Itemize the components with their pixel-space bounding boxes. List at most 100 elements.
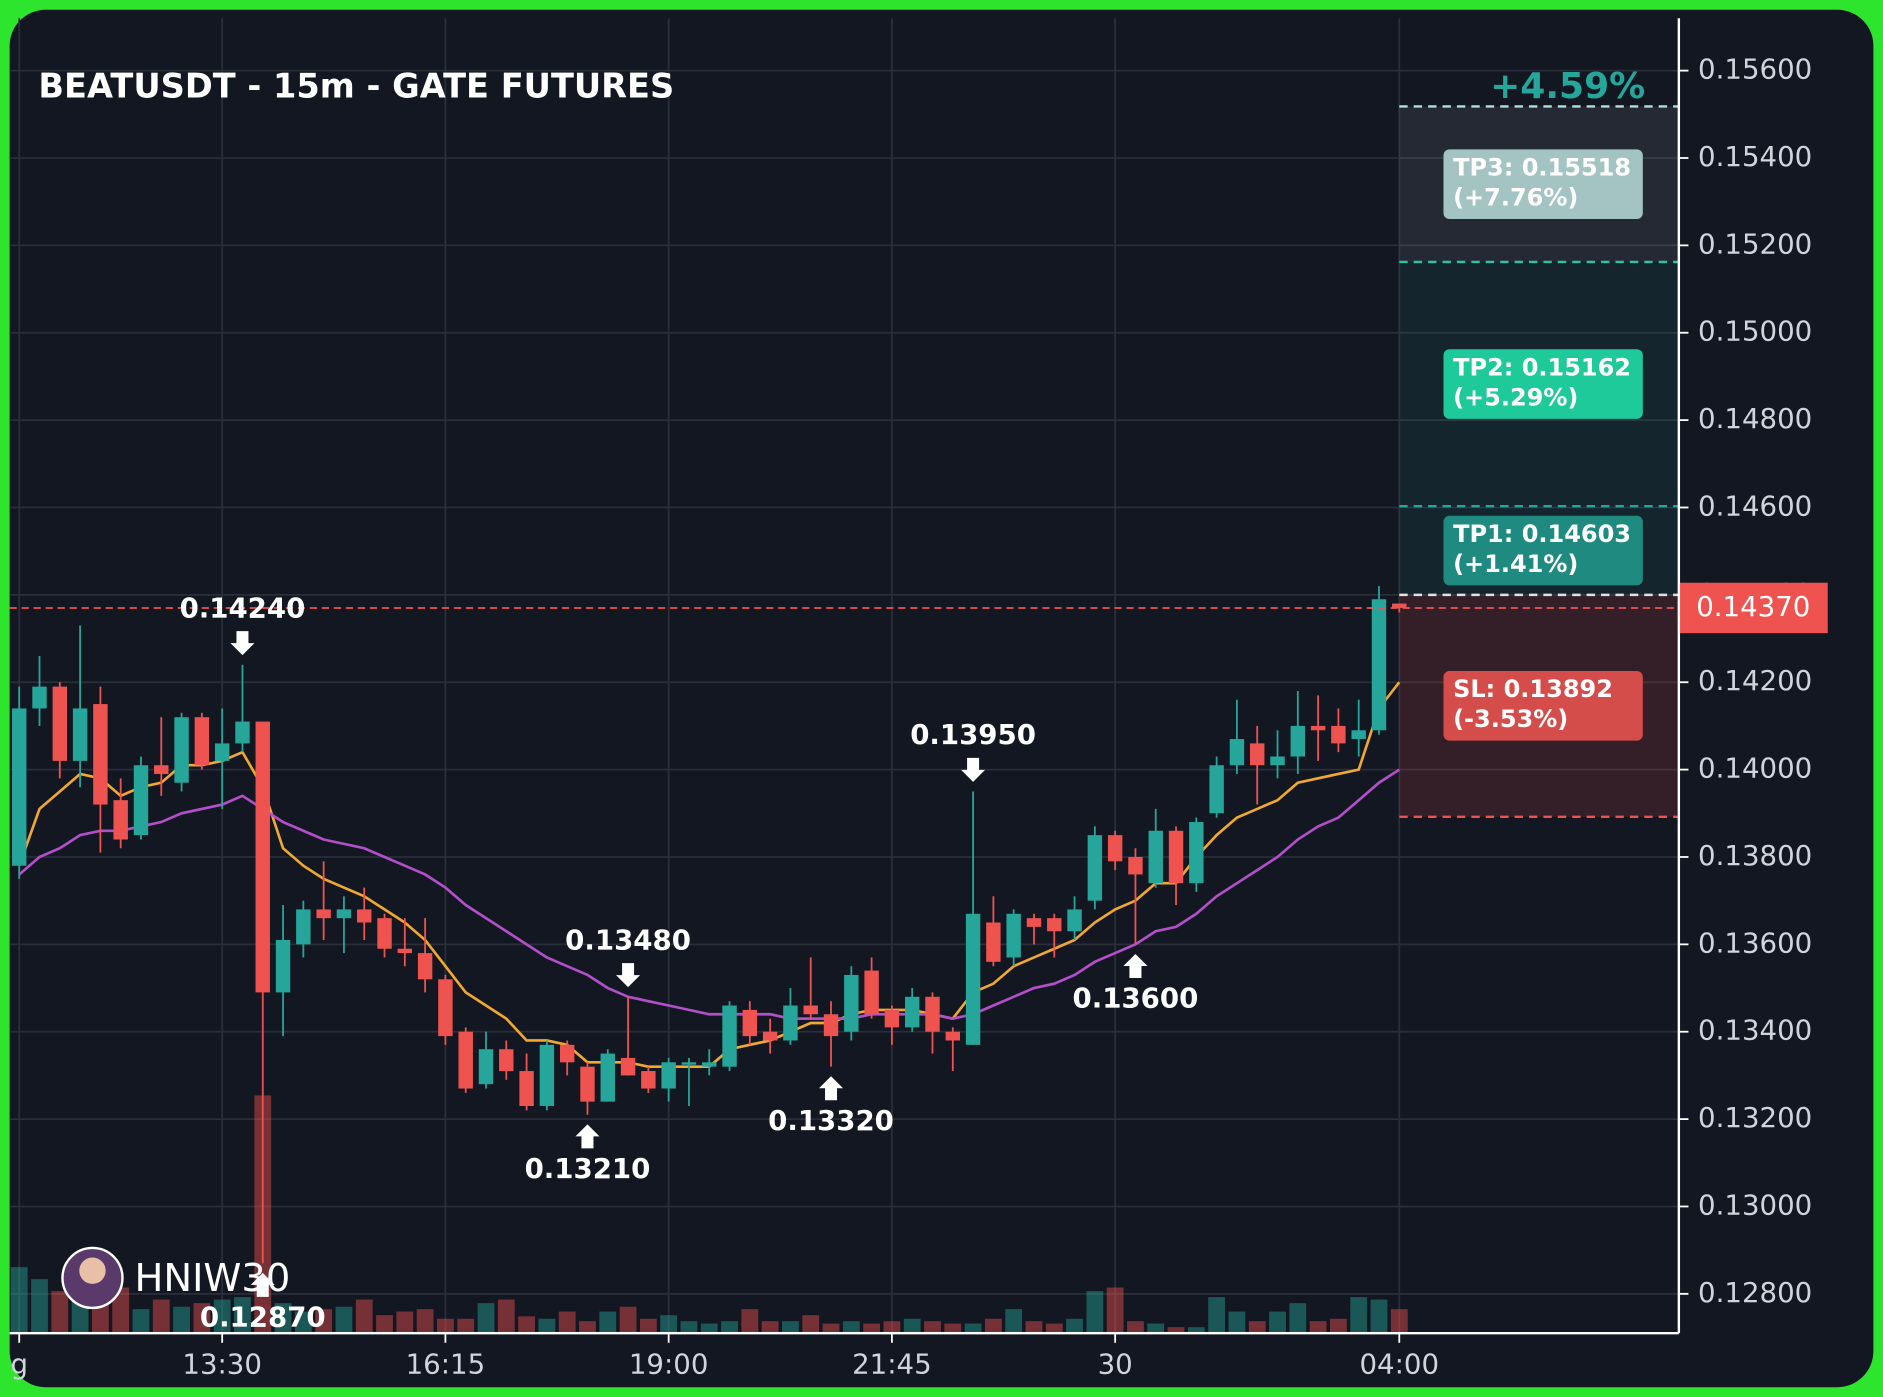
- level-box: [1443, 671, 1643, 741]
- swing-label: 0.14240: [180, 592, 306, 625]
- volume-bar: [396, 1311, 414, 1334]
- x-tick-label: 16:15: [406, 1348, 486, 1381]
- watermark: HNIW30: [135, 1256, 291, 1301]
- candle-body: [1331, 725, 1346, 744]
- candle-body: [1209, 765, 1224, 814]
- candle-body: [154, 765, 169, 774]
- candle-body: [661, 1062, 676, 1089]
- volume-bar: [1248, 1321, 1266, 1334]
- level-label: SL: 0.13892: [1453, 675, 1613, 703]
- candle-body: [316, 909, 331, 919]
- volume-bar: [802, 1315, 820, 1334]
- candle-body: [52, 686, 68, 761]
- volume-bar: [1187, 1327, 1205, 1334]
- volume-bar: [1208, 1297, 1226, 1334]
- candle-body: [499, 1049, 514, 1072]
- volume-bar: [315, 1309, 333, 1334]
- volume-bar: [1167, 1327, 1185, 1334]
- swing-label: 0.13600: [1073, 982, 1199, 1015]
- volume-bar: [782, 1321, 799, 1334]
- candle-body: [681, 1062, 697, 1065]
- candle-body: [600, 1053, 615, 1102]
- volume-bar: [863, 1323, 881, 1334]
- candle-body: [32, 686, 47, 709]
- volume-bar: [842, 1321, 860, 1334]
- performance: +4.59%: [1490, 66, 1645, 107]
- volume-bar: [416, 1309, 434, 1334]
- candle-body: [133, 765, 149, 836]
- level-box: [1443, 515, 1643, 586]
- volume-bar: [1066, 1318, 1083, 1334]
- y-tick-label: 0.14800: [1698, 402, 1812, 435]
- volume-bar: [984, 1318, 1002, 1334]
- volume-bar: [538, 1318, 556, 1334]
- volume-bar: [721, 1321, 738, 1334]
- x-tick-label: 13:30: [182, 1348, 262, 1381]
- volume-bar: [294, 1311, 312, 1334]
- candle-body: [1310, 725, 1326, 731]
- y-tick-label: 0.15200: [1698, 227, 1812, 260]
- volume-bar: [558, 1311, 576, 1334]
- volume-bar: [477, 1303, 495, 1334]
- swing-label: 0.13320: [768, 1104, 894, 1137]
- background: [9, 9, 1874, 1388]
- candle-body: [945, 1031, 960, 1041]
- volume-bar: [1370, 1299, 1388, 1334]
- candle-body: [844, 974, 859, 1032]
- volume-bar: [1390, 1309, 1408, 1334]
- candle-body: [783, 1005, 798, 1041]
- y-tick-label: 0.15400: [1698, 140, 1812, 173]
- volume-bar: [903, 1318, 921, 1334]
- price-label: 0.14370: [1696, 590, 1810, 623]
- candle-body: [255, 721, 270, 993]
- candle-body: [1006, 913, 1021, 958]
- y-tick-label: 0.15600: [1698, 53, 1812, 86]
- volume-bar: [619, 1306, 637, 1334]
- volume-bar: [31, 1279, 48, 1334]
- volume-bar: [599, 1311, 617, 1334]
- volume-bar: [1045, 1323, 1063, 1334]
- avatar-face: [79, 1257, 106, 1284]
- volume-bar: [924, 1321, 941, 1334]
- ma-line: [18, 768, 1400, 1020]
- volume-bar: [355, 1299, 373, 1334]
- volume-bar: [1025, 1321, 1043, 1334]
- candle-body: [1351, 730, 1366, 740]
- volume-bar: [193, 1303, 211, 1334]
- y-tick-label: 0.15000: [1698, 315, 1812, 348]
- candle-body: [336, 909, 352, 919]
- x-tick-label: g: [10, 1348, 28, 1381]
- volume-bar: [883, 1321, 901, 1334]
- candle-body: [702, 1062, 717, 1067]
- volume-bar: [944, 1323, 962, 1334]
- candle-body: [113, 800, 128, 840]
- volume-bar: [741, 1309, 759, 1334]
- volume-bar: [1309, 1321, 1327, 1334]
- volume-bar: [1350, 1297, 1368, 1334]
- candle-body: [1067, 909, 1082, 932]
- volume-bar: [132, 1309, 150, 1334]
- candle-body: [72, 708, 88, 761]
- candle-body: [417, 953, 433, 980]
- y-tick-label: 0.14000: [1698, 752, 1812, 785]
- candle-body: [539, 1044, 555, 1106]
- swing-arrow: [230, 631, 255, 656]
- candle-body: [458, 1031, 473, 1089]
- level-label: TP2: 0.15162: [1453, 353, 1631, 381]
- candle-body: [397, 948, 413, 954]
- candle-body: [620, 1057, 636, 1076]
- candle-body: [1047, 918, 1062, 932]
- candle-body: [1189, 822, 1204, 884]
- volume-bar: [680, 1321, 698, 1334]
- level-change: (+7.76%): [1453, 184, 1578, 212]
- level-change: (-3.53%): [1453, 705, 1568, 733]
- candle-body: [12, 708, 27, 866]
- candle-body: [478, 1049, 494, 1085]
- candle-body: [93, 704, 108, 805]
- volume-bar: [112, 1287, 130, 1334]
- volume-bar: [10, 1267, 28, 1334]
- candle-body: [1270, 756, 1285, 766]
- volume-bar: [274, 1303, 292, 1334]
- candle-body: [864, 970, 879, 1015]
